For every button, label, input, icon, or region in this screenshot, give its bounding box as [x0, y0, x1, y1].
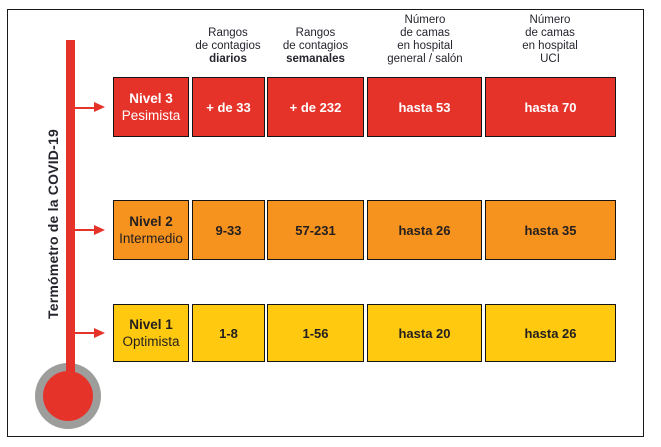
column-header-general-beds: Número de camas en hospital general / sa… — [363, 14, 487, 66]
level-scenario: Optimista — [122, 334, 180, 349]
outer-frame — [7, 9, 644, 437]
level2-label-cell: Nivel 2 Intermedio — [113, 200, 189, 260]
level2-weekly-cases-cell: 57-231 — [267, 200, 364, 260]
level1-daily-cases-cell: 1-8 — [192, 304, 265, 362]
column-header-daily-cases: Rangos de contagios diarios — [168, 27, 288, 66]
level2-general-beds-cell: hasta 26 — [367, 200, 482, 260]
level2-arrow-line — [74, 229, 95, 231]
level2-icu-beds-cell: hasta 35 — [485, 200, 616, 260]
header-line: general / salón — [387, 53, 463, 65]
header-line: de contagios — [195, 40, 261, 52]
level1-arrow-line — [74, 332, 95, 334]
level3-arrow-icon — [94, 102, 105, 112]
level-scenario: Intermedio — [119, 231, 183, 246]
level1-weekly-cases-cell: 1-56 — [267, 304, 364, 362]
header-line: de contagios — [282, 40, 349, 52]
level-scenario: Pesimista — [121, 108, 181, 123]
header-line: en hospital — [522, 40, 578, 52]
level3-weekly-cases-cell: + de 232 — [267, 77, 364, 137]
column-header-weekly-cases: Rangos de contagios semanales — [256, 27, 375, 66]
header-line: Número — [529, 14, 571, 26]
level3-general-beds-cell: hasta 53 — [367, 77, 482, 137]
level1-label-cell: Nivel 1 Optimista — [113, 304, 189, 362]
header-line: Número — [404, 14, 446, 26]
header-line: semanales — [286, 53, 345, 65]
level-name: Nivel 2 — [129, 214, 173, 229]
header-line: en hospital — [397, 40, 453, 52]
level3-daily-cases-cell: + de 33 — [192, 77, 265, 137]
header-line: de camas — [525, 27, 575, 39]
level-name: Nivel 1 — [129, 317, 173, 332]
level3-label-cell: Nivel 3 Pesimista — [113, 77, 189, 137]
header-line: diarios — [209, 53, 247, 65]
header-line: Rangos — [295, 27, 336, 39]
level1-general-beds-cell: hasta 20 — [367, 304, 482, 362]
column-header-icu-beds: Número de camas en hospital UCI — [487, 14, 613, 66]
header-line: UCI — [540, 53, 560, 65]
header-line: de camas — [400, 27, 450, 39]
level2-arrow-icon — [94, 224, 105, 235]
level3-arrow-line — [74, 106, 95, 109]
level1-arrow-icon — [94, 327, 105, 338]
level-name: Nivel 3 — [129, 91, 173, 106]
thermometer-stem — [66, 40, 75, 396]
level1-icu-beds-cell: hasta 26 — [485, 304, 616, 362]
thermometer-bulb — [43, 371, 93, 421]
level3-icu-beds-cell: hasta 70 — [485, 77, 616, 137]
vertical-title: Termómetro de la COVID-19 — [45, 129, 61, 319]
header-line: Rangos — [208, 27, 248, 39]
level2-daily-cases-cell: 9-33 — [192, 200, 265, 260]
